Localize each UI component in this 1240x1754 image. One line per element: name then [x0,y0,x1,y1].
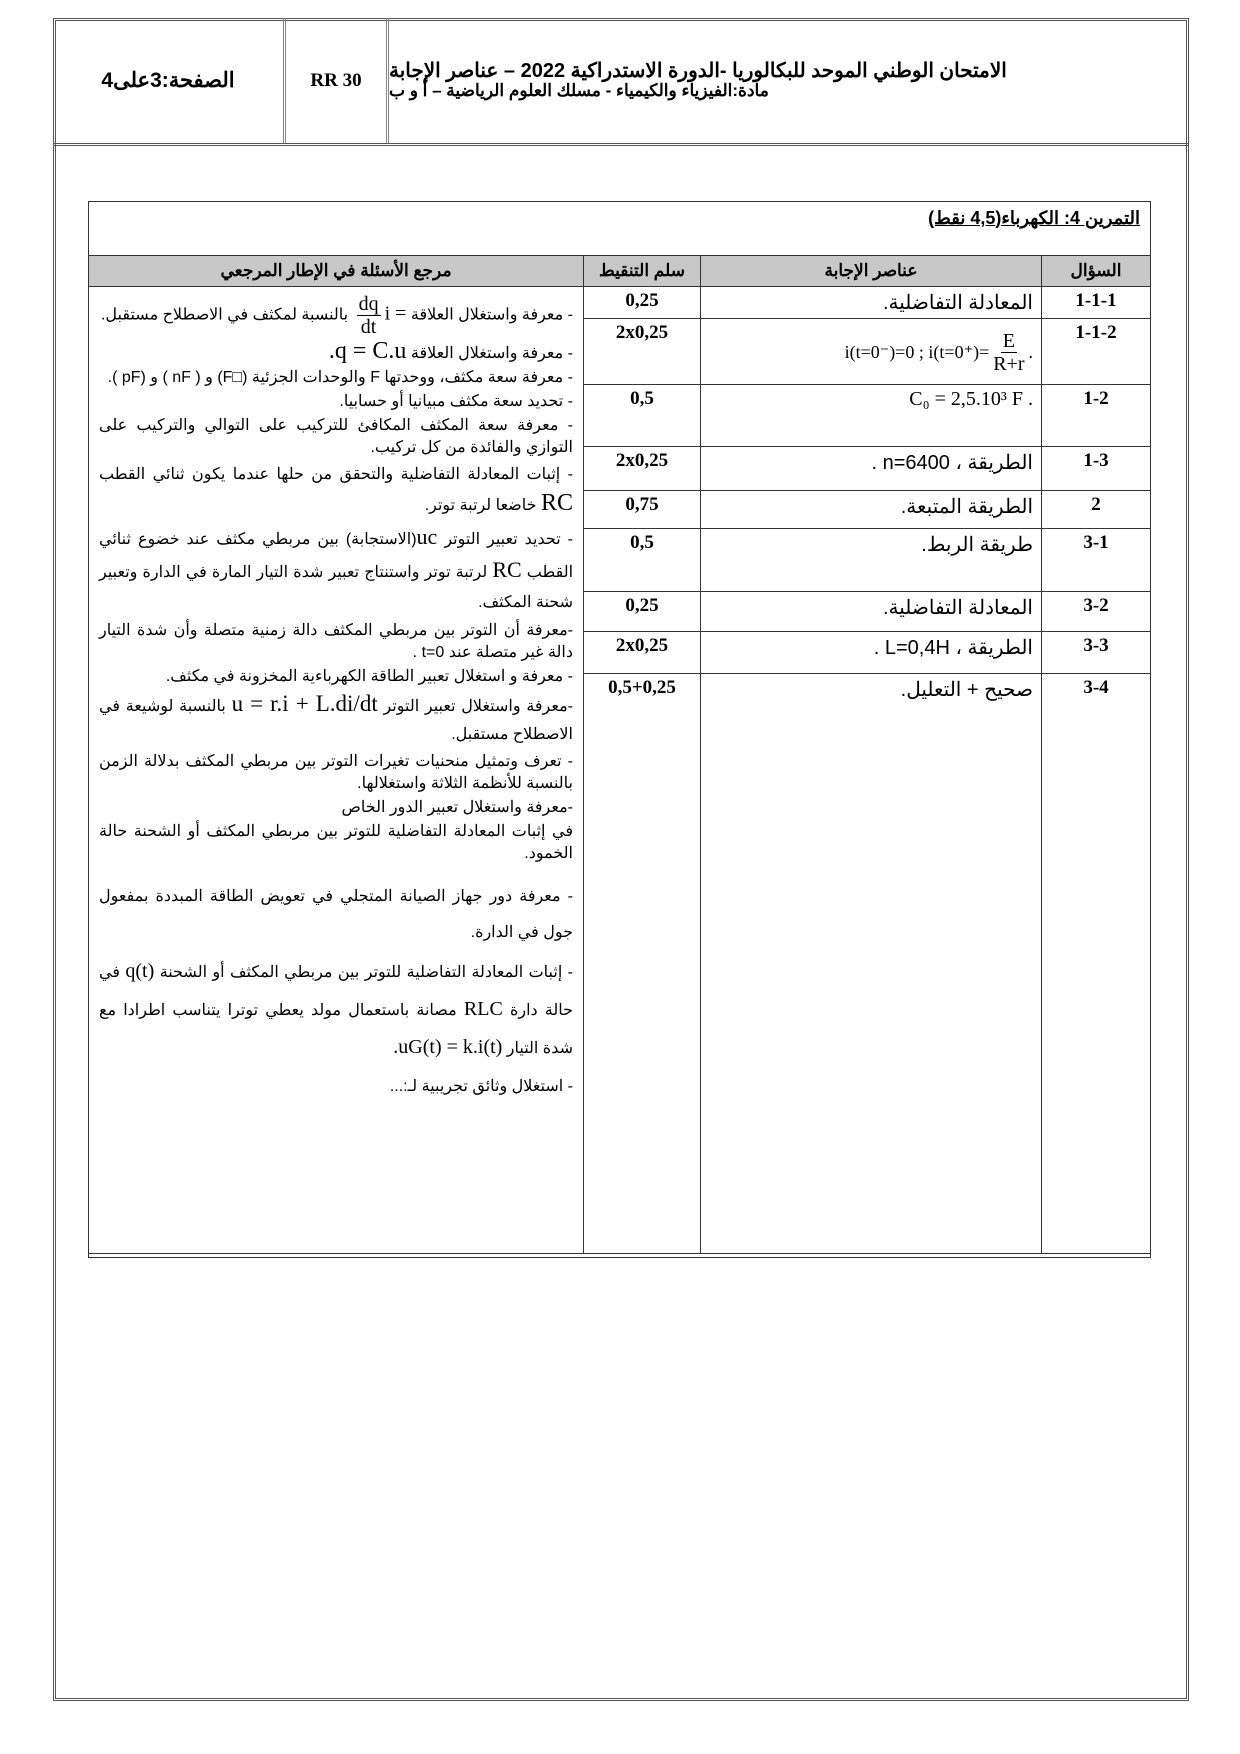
exam-title-line1: الامتحان الوطني الموحد للبكالوريا -الدور… [389,59,1007,82]
col-answer: عناصر الإجابة [700,255,1042,287]
exam-title: الامتحان الوطني الموحد للبكالوريا -الدور… [389,18,1189,143]
reference-item: - إثبات المعادلة التفاضلية والتحقق من حل… [99,461,573,520]
ref-text: - معرفة واستغلال العلاقة [410,306,573,324]
formula: u = r.i + L.di/dt [231,691,378,716]
question-cell: 1-3 [1041,446,1151,491]
question-cell: 3-2 [1041,591,1151,632]
formula: RC [540,490,573,516]
answer-cell: C₀ = 2,5.10³ F . [700,384,1042,447]
score-cell: 0,25 [583,286,701,319]
grading-table: السؤال عناصر الإجابة سلم التنقيط مرجع ال… [88,255,1151,1254]
reference-item: -معرفة أن التوتر بين مربطي المكثف دالة ز… [99,622,573,661]
formula: uc [416,524,438,549]
answer-cell: i(t=0⁻)=0 ; i(t=0⁺)= E R+r. [700,318,1042,385]
score-cell: 2x0,25 [583,318,701,385]
ref-text: - إثبات المعادلة التفاضلية للتوتر بين مر… [159,964,574,981]
table-row: 3-4 صحيح + التعليل. 0,5+0,25 [89,673,1151,1254]
question-cell: 1-1-2 [1041,318,1151,385]
reference-item: - معرفة واستغلال العلاقة .q = C.u [99,338,573,365]
ref-text: (الاستجابة) بين مربطي مكثف عند خضوع ثنائ… [99,531,574,581]
formula: .q = C.u [328,338,407,364]
reference-item: - معرفة سعة المكثف المكافئ للتركيب على ا… [99,417,573,456]
table-row: 1-1-2 i(t=0⁻)=0 ; i(t=0⁺)= E R+r. 2x0,25 [89,318,1151,385]
answer-cell: المعادلة التفاضلية. [700,591,1042,632]
fraction-den: R+r [993,353,1025,375]
col-question: السؤال [1041,255,1151,287]
col-score: سلم التنقيط [583,255,701,287]
ref-text: لرتبة توتر واستنتاج تعبير شدة التيار الم… [99,564,573,611]
answer-cell: صحيح + التعليل. [700,673,1042,1254]
question-cell: 2 [1041,490,1151,529]
answer-cell: الطريقة ، n=6400 . [700,446,1042,491]
question-cell: 1-2 [1041,384,1151,447]
answer-cell: الطريقة المتبعة. [700,490,1042,529]
score-cell: 0,5 [583,528,701,592]
page-frame [53,18,1189,1701]
ref-text: - تحديد تعبير التوتر [444,531,574,548]
reference-item: في إثبات المعادلة التفاضلية للتوتر بين م… [99,823,573,862]
col-reference: مرجع الأسئلة في الإطار المرجعي [88,255,584,287]
answer-cell: الطريقة ، L=0,4H . [700,631,1042,674]
ref-text: بالنسبة لوشيعة في الاصطلاح مستقبل. [99,698,573,743]
table-row: 3-1 طريقة الربط. 0,5 [89,528,1151,592]
ref-text: - معرفة واستغلال العلاقة [410,345,573,362]
ref-text: خاضعا لرتبة توتر. [424,497,537,514]
reference-item: - إثبات المعادلة التفاضلية للتوتر بين مر… [99,953,573,1067]
question-cell: 3-1 [1041,528,1151,592]
table-row: 3-3 الطريقة ، L=0,4H . 2x0,25 [89,631,1151,674]
fraction-num: dq [356,293,381,316]
ref-text: بالنسبة لمكثف في الاصطلاح مستقبل. [100,306,349,324]
formula: i(t=0⁻)=0 ; i(t=0⁺)= [844,342,990,362]
fraction-den: dt [360,316,377,338]
fraction-num: E [1000,330,1017,353]
score-cell: 0,25 [583,591,701,632]
answer-cell: طريقة الربط. [700,528,1042,592]
reference-item: -معرفة واستغلال تعبير الدور الخاص [341,799,573,816]
reference-item: - تحديد تعبير التوتر uc(الاستجابة) بين م… [99,522,573,618]
formula: . [1028,342,1034,362]
table-row: 1-1-1 المعادلة التفاضلية. 0,25 - معرفة و… [88,286,1151,1254]
table-row: 1-3 الطريقة ، n=6400 . 2x0,25 [89,446,1151,491]
score-cell: 0,5 [583,384,701,447]
formula: C₀ = 2,5.10³ F . [909,388,1033,410]
exam-title-line2: مادة:الفيزياء والكيمياء - مسلك العلوم ال… [389,80,769,100]
reference-item: - معرفة دور جهاز الصيانة المتجلي في تعوي… [99,888,573,941]
table-header-row: السؤال عناصر الإجابة سلم التنقيط مرجع ال… [88,255,1151,287]
exercise-box: التمرين 4: الكهرباء(4,5 نقط) السؤال عناص… [88,201,1151,1258]
formula: RC [492,557,522,582]
reference-item: - تحديد سعة مكثف مبيانيا أو حسابيا. [339,393,573,410]
ref-text: في حالة دارة [99,964,573,1019]
fraction: E R+r [993,330,1024,375]
question-cell: 3-3 [1041,631,1151,674]
answer-cell: المعادلة التفاضلية. [700,286,1042,319]
page-number: الصفحة:3على4 [53,18,286,143]
score-cell: 0,5+0,25 [583,673,701,1254]
question-cell: 1-1-1 [1041,286,1151,319]
formula: .uG(t) = k.i(t) [393,1036,503,1058]
question-cell: 3-4 [1041,673,1151,1254]
score-cell: 2x0,25 [583,446,701,491]
reference-item: - تعرف وتمثيل منحنيات تغيرات التوتر بين … [99,753,573,792]
formula: RLC [463,998,503,1020]
ref-text: - إثبات المعادلة التفاضلية والتحقق من حل… [99,466,573,483]
score-cell: 2x0,25 [583,631,701,674]
reference-cell: - معرفة واستغلال العلاقة i = dq dt بالنسبة… [88,286,584,1254]
score-cell: 0,75 [583,490,701,529]
fraction: dq dt [356,293,381,338]
reference-item: - معرفة و استغلال تعبير الطاقة الكهرباءي… [165,668,573,685]
reference-item: -معرفة واستغلال تعبير التوتر u = r.i + L… [99,690,573,749]
reference-item: - معرفة واستغلال العلاقة i = dq dt بالنسبة… [99,293,573,338]
reference-item: - استغلال وثائق تجريبية لـ:... [389,1078,573,1095]
exercise-title: التمرين 4: الكهرباء(4,5 نقط) [928,208,1140,228]
page-header: الصفحة:3على4 RR 30 الامتحان الوطني الموح… [53,18,1189,146]
exam-code: RR 30 [286,18,389,143]
formula: q(t) [125,960,155,982]
formula: i = [384,302,407,325]
ref-text: مصانة باستعمال مولد يعطي توترا يتناسب اط… [99,1002,573,1057]
ref-text: -معرفة واستغلال تعبير التوتر [383,698,574,715]
reference-item: - معرفة سعة مكثف، ووحدتها F والوحدات الج… [107,369,573,386]
